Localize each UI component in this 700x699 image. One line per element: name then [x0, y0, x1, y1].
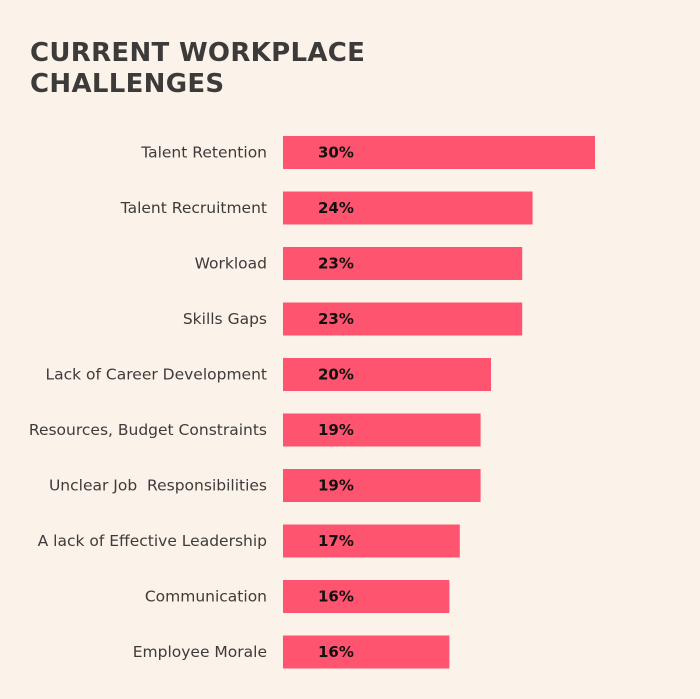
- category-label-8: Communication: [145, 588, 267, 606]
- value-label-4: 20%: [318, 366, 354, 384]
- category-label-5: Resources, Budget Constraints: [29, 421, 267, 439]
- bar-2: [283, 247, 523, 280]
- bar-6: [283, 469, 481, 502]
- category-label-7: A lack of Effective Leadership: [38, 532, 267, 550]
- value-label-3: 23%: [318, 310, 354, 328]
- value-label-0: 30%: [318, 144, 354, 162]
- category-label-3: Skills Gaps: [183, 310, 267, 328]
- value-label-2: 23%: [318, 255, 354, 273]
- bar-3: [283, 302, 523, 336]
- category-label-1: Talent Recruitment: [120, 199, 267, 217]
- bar-5: [283, 413, 481, 447]
- value-label-1: 24%: [318, 199, 354, 217]
- value-label-6: 19%: [318, 477, 354, 495]
- value-label-7: 17%: [318, 532, 354, 550]
- bar-8: [283, 580, 450, 613]
- category-label-6: Unclear Job Responsibilities: [49, 477, 267, 495]
- category-label-9: Employee Morale: [133, 643, 267, 661]
- bar-9: [283, 635, 450, 669]
- category-label-0: Talent Retention: [140, 144, 267, 162]
- value-label-5: 19%: [318, 421, 354, 439]
- value-label-8: 16%: [318, 588, 354, 606]
- bar-1: [283, 191, 533, 225]
- category-label-2: Workload: [195, 255, 267, 273]
- chart-title: CURRENT WORKPLACE CHALLENGES: [30, 38, 366, 99]
- bar-0: [283, 136, 595, 169]
- category-label-4: Lack of Career Development: [46, 366, 268, 384]
- value-label-9: 16%: [318, 643, 354, 661]
- bar-7: [283, 524, 460, 558]
- bar-4: [283, 358, 491, 391]
